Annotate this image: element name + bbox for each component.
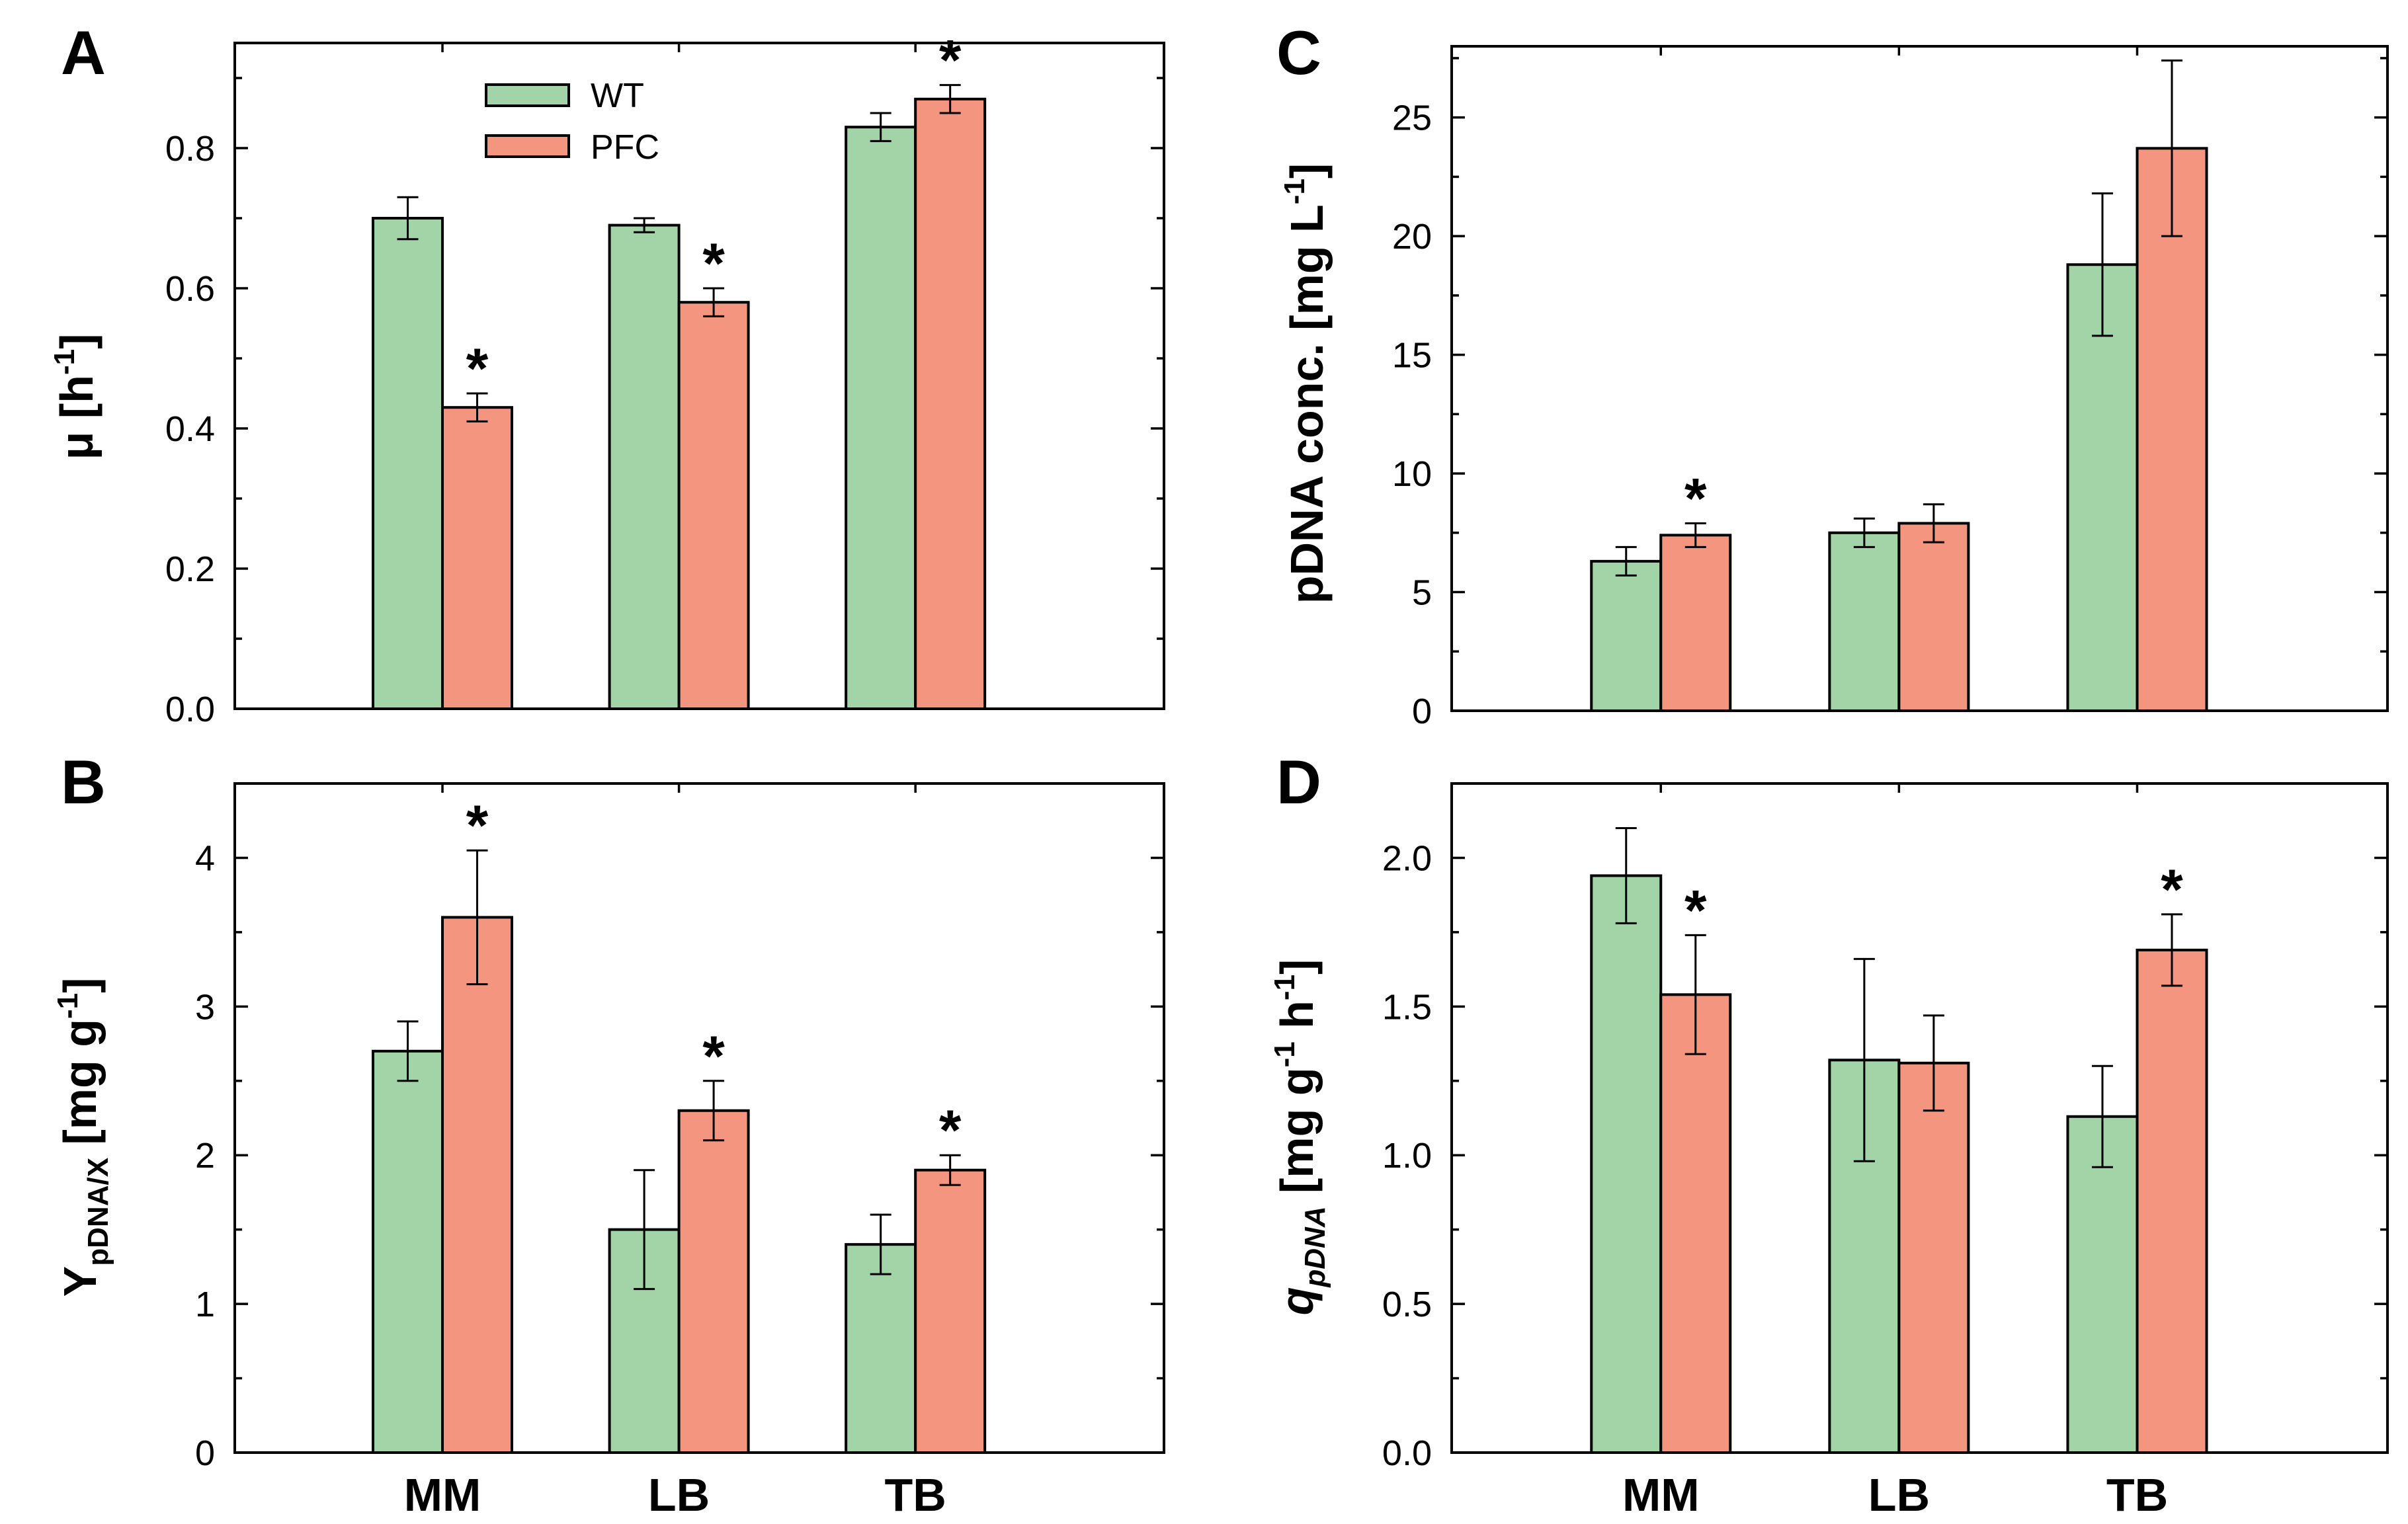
legend: WT PFC [485, 77, 659, 167]
bar-b-tb-pfc [914, 1168, 987, 1454]
legend-label-pfc: PFC [591, 128, 659, 167]
bar-c-lb-wt [1828, 531, 1901, 713]
bar-a-tb-pfc [914, 97, 987, 711]
significance-star-a-lb: * [702, 232, 725, 296]
y-tick-label-a: 0.0 [165, 690, 215, 729]
bar-d-lb-pfc [1897, 1061, 1970, 1454]
y-tick-label-d: 0.0 [1382, 1433, 1432, 1473]
x-category-label-b-lb: LB [648, 1469, 710, 1521]
y-tick-label-d: 0.5 [1382, 1285, 1432, 1324]
y-tick-label-c: 25 [1392, 99, 1432, 138]
panel-c: 0 5 10 15 20 25 * [1392, 45, 2389, 731]
bar-b-mm-wt [372, 1049, 444, 1455]
y-tick-label-a: 0.2 [165, 549, 215, 589]
legend-swatch-pfc [485, 134, 570, 158]
bar-a-mm-wt [372, 217, 444, 710]
significance-star-b-mm: * [466, 794, 489, 858]
panel-letter-d: D [1276, 747, 1321, 817]
bar-c-tb-pfc [2136, 147, 2208, 712]
bar-b-lb-pfc [677, 1109, 750, 1455]
y-tick-label-b: 3 [195, 987, 215, 1027]
panel-b: 0 1 2 3 4 * MM * LB * TB [195, 782, 1165, 1521]
significance-star-b-tb: * [939, 1099, 962, 1162]
bar-c-tb-wt [2066, 263, 2139, 712]
y-tick-label-c: 20 [1392, 217, 1432, 257]
y-axis-title-a: μ [h-1] [48, 334, 103, 460]
panel-d: 0.0 0.5 1.0 1.5 2.0 * MM LB * TB [1382, 782, 2389, 1521]
panel-a: 0.0 0.2 0.4 0.6 0.8 * * * [165, 29, 1165, 729]
y-tick-label-c: 10 [1392, 454, 1432, 494]
bar-d-tb-wt [2066, 1115, 2139, 1454]
panel-letter-a: A [61, 18, 106, 87]
x-category-label-d-lb: LB [1868, 1469, 1930, 1521]
bar-d-mm-pfc [1659, 993, 1732, 1454]
legend-swatch-wt [485, 83, 570, 107]
chart-panels: 0.0 0.2 0.4 0.6 0.8 * * * 0 1 2 3 4 * MM * LB * TB 0 5 10 15 20… [165, 29, 2389, 1521]
significance-star-d-tb: * [2161, 858, 2183, 922]
y-tick-label-a: 0.6 [165, 269, 215, 309]
x-category-label-d-tb: TB [2106, 1469, 2168, 1521]
y-tick-label-d: 1.0 [1382, 1136, 1432, 1176]
y-axis-title-b: YpDNA/X [mg g-1] [52, 978, 114, 1297]
bar-c-mm-wt [1590, 559, 1663, 712]
y-tick-label-a: 0.4 [165, 409, 215, 449]
bar-a-lb-pfc [677, 301, 750, 710]
legend-label-wt: WT [591, 77, 644, 115]
significance-star-b-lb: * [702, 1025, 725, 1088]
bar-a-mm-pfc [441, 406, 514, 710]
y-tick-label-c: 5 [1412, 573, 1432, 613]
panel-letter-c: C [1276, 18, 1321, 87]
y-tick-label-b: 4 [195, 838, 215, 878]
bar-b-tb-wt [845, 1243, 917, 1454]
y-axis-title-d: qpDNA [mg g-1 h-1] [1268, 959, 1331, 1316]
significance-star-a-mm: * [466, 337, 489, 401]
bar-d-mm-wt [1590, 874, 1663, 1455]
bar-a-lb-wt [608, 223, 681, 711]
y-tick-label-d: 1.5 [1382, 987, 1432, 1027]
significance-star-d-mm: * [1684, 879, 1707, 942]
bar-a-tb-wt [845, 126, 917, 710]
y-tick-label-b: 2 [195, 1136, 215, 1176]
significance-star-a-tb: * [939, 29, 962, 93]
y-tick-label-b: 0 [195, 1433, 215, 1473]
y-tick-label-b: 1 [195, 1285, 215, 1324]
panel-letter-b: B [61, 747, 106, 817]
y-tick-label-c: 15 [1392, 336, 1432, 376]
bar-c-lb-pfc [1897, 522, 1970, 712]
x-category-label-b-tb: TB [885, 1469, 946, 1521]
y-axis-title-c: pDNA conc. [mg L-1] [1278, 163, 1333, 604]
y-tick-label-d: 2.0 [1382, 838, 1432, 878]
bar-c-mm-pfc [1659, 534, 1732, 713]
significance-star-c-mm: * [1684, 467, 1707, 530]
x-category-label-d-mm: MM [1622, 1469, 1700, 1521]
y-tick-label-c: 0 [1412, 692, 1432, 731]
x-category-label-b-mm: MM [404, 1469, 481, 1521]
y-tick-label-a: 0.8 [165, 129, 215, 169]
bar-d-tb-pfc [2136, 948, 2208, 1455]
bar-b-mm-pfc [441, 916, 514, 1454]
